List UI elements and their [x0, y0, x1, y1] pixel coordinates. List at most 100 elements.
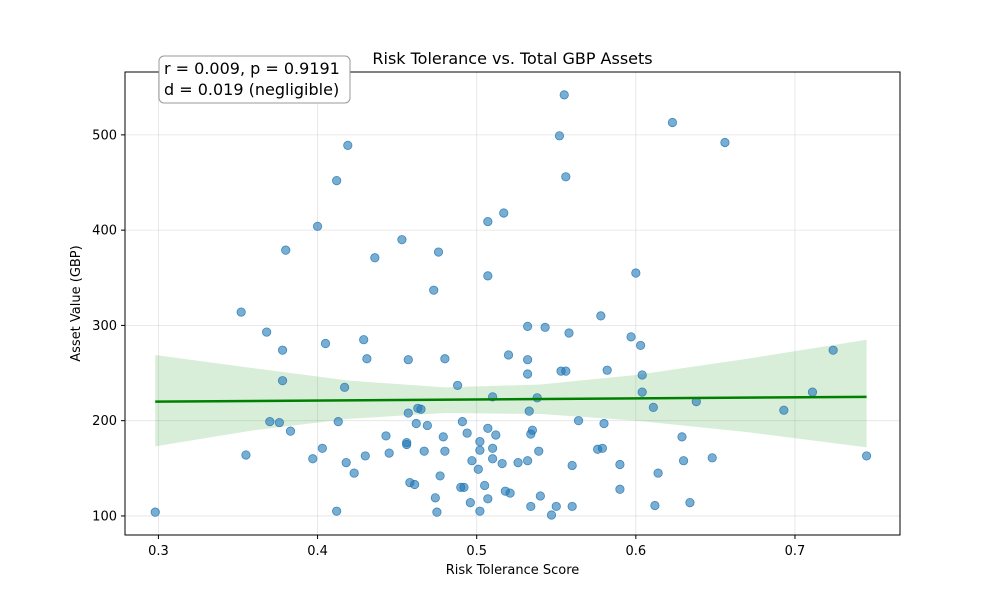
- data-point: [488, 454, 498, 464]
- data-point: [333, 417, 343, 427]
- data-point: [596, 311, 606, 321]
- data-point: [497, 458, 507, 469]
- data-point: [416, 404, 426, 414]
- data-point: [419, 446, 429, 456]
- data-point: [402, 437, 412, 448]
- data-point: [475, 437, 485, 447]
- data-point: [678, 456, 689, 466]
- data-point: [488, 443, 498, 453]
- data-point: [429, 285, 439, 295]
- stats-line-correlation: r = 0.009, p = 0.9191: [164, 59, 340, 78]
- data-point: [422, 420, 432, 431]
- data-point: [236, 307, 246, 317]
- data-point: [241, 450, 251, 460]
- data-point: [265, 417, 275, 427]
- data-point: [281, 245, 291, 255]
- data-point: [573, 416, 584, 426]
- data-point: [503, 350, 514, 360]
- data-point: [349, 468, 359, 478]
- data-point: [403, 408, 413, 418]
- data-point: [312, 221, 323, 231]
- y-tick-label: 200: [92, 414, 117, 429]
- y-tick-label: 400: [92, 224, 117, 239]
- data-point: [320, 338, 331, 349]
- x-axis-label: Risk Tolerance Score: [446, 563, 580, 578]
- data-points: [150, 90, 872, 520]
- data-point: [534, 446, 544, 456]
- data-point: [636, 340, 646, 351]
- stats-line-effect-size: d = 0.019 (negligible): [164, 80, 339, 99]
- y-axis-label: Asset Value (GBP): [69, 245, 84, 361]
- data-point: [381, 431, 391, 441]
- data-point: [459, 482, 469, 492]
- data-point: [526, 501, 536, 512]
- data-point: [653, 468, 663, 478]
- data-point: [626, 332, 636, 342]
- data-point: [561, 366, 571, 376]
- confidence-band: [155, 339, 867, 448]
- data-point: [397, 235, 407, 245]
- data-point: [332, 506, 342, 516]
- data-point: [483, 423, 493, 433]
- data-point: [559, 90, 569, 100]
- data-point: [491, 430, 501, 440]
- data-point: [540, 322, 550, 332]
- data-point: [779, 405, 789, 415]
- data-point: [505, 488, 515, 498]
- data-point: [650, 500, 660, 511]
- stats-annotation-box: [158, 55, 351, 104]
- data-point: [523, 321, 533, 331]
- stats-annotation: r = 0.009, p = 0.9191 d = 0.019 (negligi…: [158, 55, 351, 104]
- data-point: [341, 457, 351, 468]
- data-point: [340, 382, 350, 392]
- data-point: [384, 448, 394, 458]
- data-point: [277, 345, 288, 355]
- data-point: [667, 117, 678, 128]
- data-point: [499, 208, 509, 218]
- data-point: [465, 498, 475, 508]
- x-tick-label: 0.5: [466, 544, 487, 559]
- data-point: [602, 365, 612, 375]
- data-point: [475, 506, 485, 516]
- data-point: [527, 425, 537, 435]
- x-tick-label: 0.6: [625, 544, 646, 559]
- data-point: [403, 355, 413, 365]
- data-point: [467, 456, 477, 466]
- data-point: [475, 445, 485, 455]
- data-point: [277, 376, 288, 386]
- confidence-band-group: [155, 339, 867, 448]
- data-point: [551, 501, 561, 512]
- data-point: [359, 335, 369, 345]
- data-point: [523, 369, 533, 379]
- y-tick-label: 300: [92, 319, 117, 334]
- y-axis-ticks: 100 200 300 400 500: [92, 128, 125, 524]
- data-point: [597, 443, 608, 453]
- data-point: [861, 451, 872, 461]
- data-point: [473, 464, 483, 474]
- data-point: [411, 418, 421, 429]
- data-point: [637, 370, 647, 380]
- x-tick-label: 0.3: [148, 544, 169, 559]
- data-point: [807, 387, 818, 397]
- data-point: [362, 354, 372, 364]
- y-tick-label: 100: [92, 509, 117, 524]
- data-point: [308, 454, 318, 464]
- x-tick-label: 0.7: [785, 544, 806, 559]
- data-point: [410, 479, 420, 490]
- data-point: [440, 354, 450, 364]
- data-point: [457, 417, 467, 427]
- data-point: [433, 247, 444, 257]
- data-point: [685, 498, 695, 508]
- data-point: [561, 172, 571, 182]
- grid-lines: [125, 72, 900, 535]
- chart-title: Risk Tolerance vs. Total GBP Assets: [372, 49, 652, 68]
- plot-frame: [124, 71, 901, 536]
- data-point: [150, 507, 160, 517]
- data-point: [707, 453, 717, 463]
- data-point: [720, 137, 730, 148]
- data-point: [274, 417, 284, 428]
- data-point: [370, 253, 380, 263]
- data-point: [462, 428, 472, 438]
- data-point: [360, 451, 370, 461]
